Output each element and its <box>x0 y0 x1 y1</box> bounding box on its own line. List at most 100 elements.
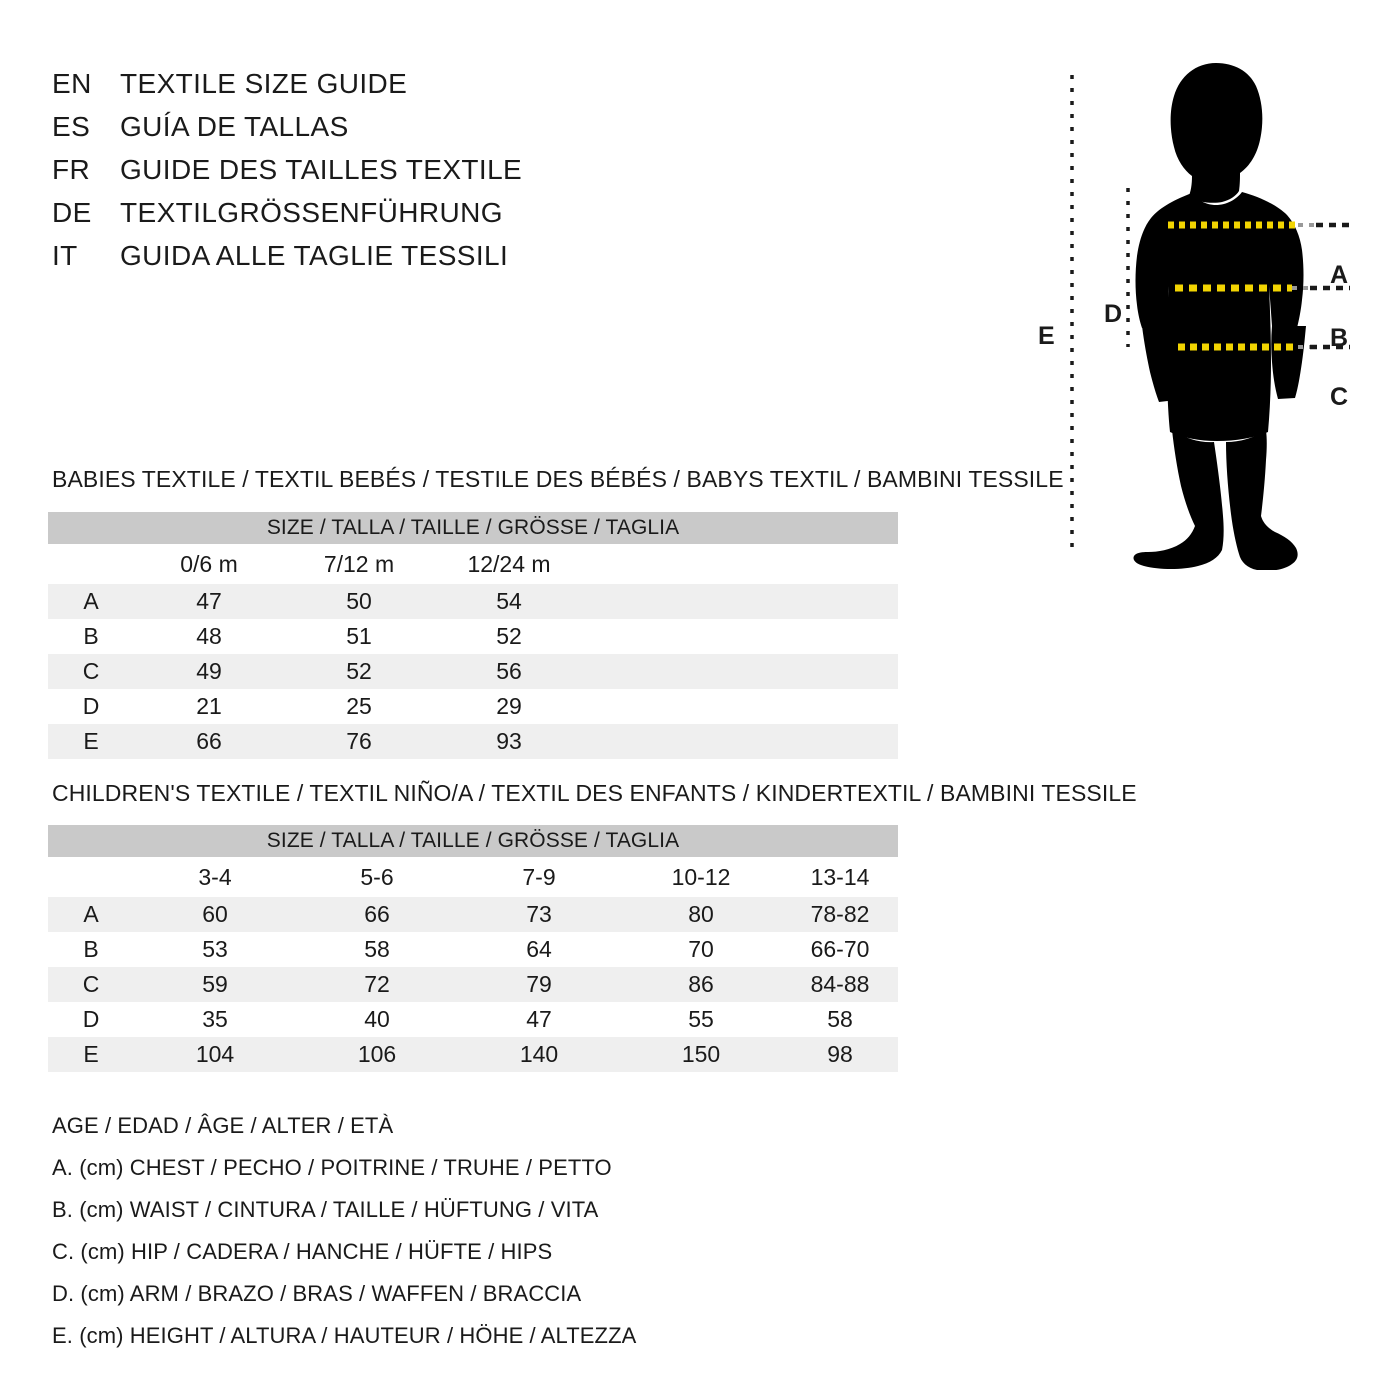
babies-cell-a-filler <box>584 584 899 619</box>
children-cell-c-0: 59 <box>134 967 296 1002</box>
children-cell-d-0: 35 <box>134 1002 296 1037</box>
babies-cell-a-0: 47 <box>134 584 284 619</box>
children-row-label-c: C <box>48 967 134 1002</box>
child-silhouette-diagram <box>1070 63 1350 570</box>
babies-cell-c-1: 52 <box>284 654 434 689</box>
children-cell-e-3: 150 <box>620 1037 782 1072</box>
babies-row-label-e: E <box>48 724 134 759</box>
children-row-label-a: A <box>48 897 134 932</box>
children-cell-c-3: 86 <box>620 967 782 1002</box>
size-diagram: E D A B C <box>1020 50 1390 570</box>
legend-row-hip: C. (cm) HIP / CADERA / HANCHE / HÜFTE / … <box>52 1239 553 1264</box>
marker-label-c: C <box>1330 383 1349 411</box>
language-row-es: ES GUÍA DE TALLAS <box>52 111 692 154</box>
babies-cell-a-1: 50 <box>284 584 434 619</box>
babies-cell-c-2: 56 <box>434 654 584 689</box>
children-cell-d-4: 58 <box>782 1002 898 1037</box>
children-column-header-4: 13-14 <box>782 857 898 897</box>
babies-row-label-d: D <box>48 689 134 724</box>
table-row: B 48 51 52 <box>48 619 899 654</box>
children-row-label-b: B <box>48 932 134 967</box>
language-title-block: EN TEXTILE SIZE GUIDE ES GUÍA DE TALLAS … <box>52 68 692 283</box>
children-section-heading: CHILDREN'S TEXTILE / TEXTIL NIÑO/A / TEX… <box>52 780 1137 806</box>
language-title-it: GUIDA ALLE TAGLIE TESSILI <box>120 240 509 271</box>
babies-cell-d-0: 21 <box>134 689 284 724</box>
children-row-label-e: E <box>48 1037 134 1072</box>
language-row-en: EN TEXTILE SIZE GUIDE <box>52 68 692 111</box>
babies-cell-c-0: 49 <box>134 654 284 689</box>
babies-cell-b-0: 48 <box>134 619 284 654</box>
babies-cell-d-filler <box>584 689 899 724</box>
babies-row-label-a: A <box>48 584 134 619</box>
children-cell-d-3: 55 <box>620 1002 782 1037</box>
babies-cell-e-0: 66 <box>134 724 284 759</box>
language-title-de: TEXTILGRÖSSENFÜHRUNG <box>120 197 503 228</box>
babies-cell-b-filler <box>584 619 899 654</box>
marker-label-b: B <box>1330 324 1349 352</box>
children-column-header-3: 10-12 <box>620 857 782 897</box>
children-cell-a-4: 78-82 <box>782 897 898 932</box>
language-code-es: ES <box>52 111 91 142</box>
table-row: D 35 40 47 55 58 <box>48 1002 898 1037</box>
table-row: A 60 66 73 80 78-82 <box>48 897 898 932</box>
children-cell-e-4: 98 <box>782 1037 898 1072</box>
language-code-en: EN <box>52 68 92 99</box>
table-row: A 47 50 54 <box>48 584 899 619</box>
children-cell-a-3: 80 <box>620 897 782 932</box>
children-cell-a-1: 66 <box>296 897 458 932</box>
children-column-header-1: 5-6 <box>296 857 458 897</box>
children-cell-a-2: 73 <box>458 897 620 932</box>
language-title-fr: GUIDE DES TAILLES TEXTILE <box>120 154 523 185</box>
children-cell-b-0: 53 <box>134 932 296 967</box>
legend-row-arm: D. (cm) ARM / BRAZO / BRAS / WAFFEN / BR… <box>52 1281 582 1306</box>
babies-cell-e-1: 76 <box>284 724 434 759</box>
table-row: C 59 72 79 86 84-88 <box>48 967 898 1002</box>
children-cell-c-1: 72 <box>296 967 458 1002</box>
marker-label-e: E <box>1038 322 1055 350</box>
babies-size-table: SIZE / TALLA / TAILLE / GRÖSSE / TAGLIA … <box>48 512 899 759</box>
babies-cell-d-1: 25 <box>284 689 434 724</box>
babies-cell-a-2: 54 <box>434 584 584 619</box>
legend-row-chest: A. (cm) CHEST / PECHO / POITRINE / TRUHE… <box>52 1155 612 1180</box>
babies-cell-d-2: 29 <box>434 689 584 724</box>
babies-cell-e-2: 93 <box>434 724 584 759</box>
children-table-banner-row: SIZE / TALLA / TAILLE / GRÖSSE / TAGLIA <box>48 825 898 857</box>
measurement-legend: AGE / EDAD / ÂGE / ALTER / ETÀ A. (cm) C… <box>52 1105 752 1357</box>
table-row: B 53 58 64 70 66-70 <box>48 932 898 967</box>
children-cell-b-3: 70 <box>620 932 782 967</box>
children-cell-d-1: 40 <box>296 1002 458 1037</box>
babies-cell-c-filler <box>584 654 899 689</box>
babies-row-label-c: C <box>48 654 134 689</box>
children-cell-b-4: 66-70 <box>782 932 898 967</box>
babies-column-header-1: 7/12 m <box>284 544 434 584</box>
children-column-header-0: 3-4 <box>134 857 296 897</box>
babies-table-banner: SIZE / TALLA / TAILLE / GRÖSSE / TAGLIA <box>48 512 899 544</box>
children-cell-e-2: 140 <box>458 1037 620 1072</box>
table-row: C 49 52 56 <box>48 654 899 689</box>
table-row: D 21 25 29 <box>48 689 899 724</box>
language-code-de: DE <box>52 197 92 228</box>
children-size-table: SIZE / TALLA / TAILLE / GRÖSSE / TAGLIA … <box>48 825 898 1072</box>
language-title-es: GUÍA DE TALLAS <box>120 111 349 142</box>
language-code-fr: FR <box>52 154 91 185</box>
language-title-en: TEXTILE SIZE GUIDE <box>120 68 408 99</box>
children-column-header-2: 7-9 <box>458 857 620 897</box>
children-cell-e-1: 106 <box>296 1037 458 1072</box>
children-cell-d-2: 47 <box>458 1002 620 1037</box>
table-row: E 104 106 140 150 98 <box>48 1037 898 1072</box>
marker-label-a: A <box>1330 261 1349 289</box>
children-cell-a-0: 60 <box>134 897 296 932</box>
children-row-label-d: D <box>48 1002 134 1037</box>
babies-cell-e-filler <box>584 724 899 759</box>
babies-column-header-2: 12/24 m <box>434 544 584 584</box>
legend-row-height: E. (cm) HEIGHT / ALTURA / HAUTEUR / HÖHE… <box>52 1323 637 1348</box>
children-cell-b-1: 58 <box>296 932 458 967</box>
children-cell-e-0: 104 <box>134 1037 296 1072</box>
babies-table-header-row: 0/6 m 7/12 m 12/24 m <box>48 544 899 584</box>
table-row: E 66 76 93 <box>48 724 899 759</box>
children-table-header-row: 3-4 5-6 7-9 10-12 13-14 <box>48 857 898 897</box>
babies-cell-b-1: 51 <box>284 619 434 654</box>
babies-column-header-0: 0/6 m <box>134 544 284 584</box>
babies-header-corner <box>48 544 134 584</box>
marker-label-d: D <box>1104 300 1123 328</box>
